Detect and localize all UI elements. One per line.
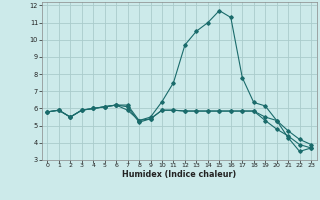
X-axis label: Humidex (Indice chaleur): Humidex (Indice chaleur) [122, 170, 236, 179]
